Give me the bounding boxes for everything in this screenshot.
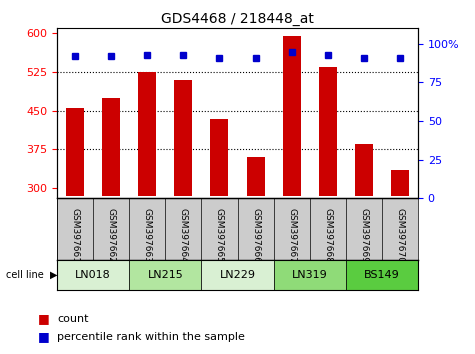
- Bar: [138, 72, 156, 196]
- Text: GSM397663: GSM397663: [143, 207, 152, 263]
- Bar: [391, 170, 409, 196]
- Text: GSM397662: GSM397662: [107, 207, 115, 262]
- Text: GSM397661: GSM397661: [71, 207, 79, 263]
- Text: GSM397667: GSM397667: [287, 207, 296, 263]
- Bar: [319, 67, 337, 196]
- FancyBboxPatch shape: [201, 260, 274, 290]
- FancyBboxPatch shape: [57, 260, 129, 290]
- FancyBboxPatch shape: [346, 260, 418, 290]
- Text: ■: ■: [38, 312, 50, 325]
- Text: LN215: LN215: [147, 270, 183, 280]
- Text: GSM397666: GSM397666: [251, 207, 260, 263]
- Text: LN229: LN229: [219, 270, 256, 280]
- Title: GDS4468 / 218448_at: GDS4468 / 218448_at: [161, 12, 314, 26]
- Text: count: count: [57, 314, 88, 324]
- Text: cell line  ▶: cell line ▶: [6, 270, 57, 280]
- FancyBboxPatch shape: [129, 260, 201, 290]
- Text: GSM397664: GSM397664: [179, 207, 188, 262]
- Text: GSM397668: GSM397668: [323, 207, 332, 263]
- Bar: [247, 157, 265, 196]
- Text: BS149: BS149: [364, 270, 400, 280]
- Bar: [102, 98, 120, 196]
- FancyBboxPatch shape: [274, 260, 346, 290]
- Text: GSM397670: GSM397670: [396, 207, 404, 263]
- Text: GSM397665: GSM397665: [215, 207, 224, 263]
- Text: LN319: LN319: [292, 270, 328, 280]
- Text: LN018: LN018: [75, 270, 111, 280]
- Text: percentile rank within the sample: percentile rank within the sample: [57, 332, 245, 342]
- Bar: [210, 119, 228, 196]
- Bar: [355, 144, 373, 196]
- Bar: [283, 36, 301, 196]
- Bar: [174, 80, 192, 196]
- Text: GSM397669: GSM397669: [360, 207, 368, 263]
- Text: ■: ■: [38, 330, 50, 343]
- Bar: [66, 108, 84, 196]
